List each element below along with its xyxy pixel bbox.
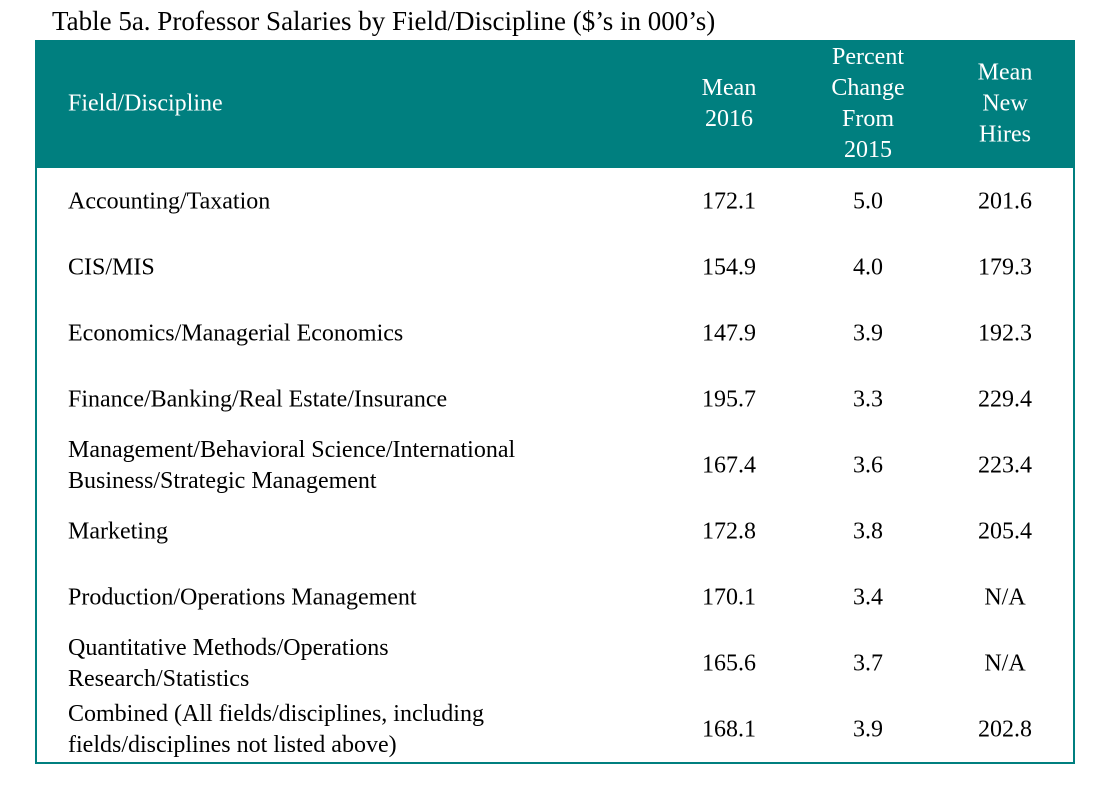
field-cell: Production/Operations Management — [68, 583, 628, 614]
mean-2016-cell: 172.1 — [702, 188, 756, 215]
field-cell: Finance/Banking/Real Estate/Insurance — [68, 385, 628, 416]
percent-change-cell: 3.8 — [853, 518, 883, 545]
mean-2016-cell: 167.4 — [702, 452, 756, 479]
mean-new-hires-cell: 179.3 — [978, 254, 1032, 281]
field-text: Combined (All fields/disciplines, includ… — [68, 701, 484, 727]
field-text: Business/Strategic Management — [68, 468, 377, 494]
mean-new-hires-cell: 202.8 — [978, 716, 1032, 743]
header-text: Change — [831, 75, 905, 101]
field-text: Production/Operations Management — [68, 584, 417, 611]
mean-new-hires-cell: 229.4 — [978, 386, 1032, 413]
field-text: Management/Behavioral Science/Internatio… — [68, 437, 516, 463]
table-row: CIS/MIS 154.9 4.0 179.3 — [37, 235, 1073, 301]
mean-new-hires-cell: 223.4 — [978, 452, 1032, 479]
field-cell: Economics/Managerial Economics — [68, 319, 628, 350]
salary-table: Field/Discipline Mean 2016 Percent Change Fro… — [35, 40, 1075, 764]
mean-2016-cell: 165.6 — [702, 650, 756, 677]
percent-change-cell: 5.0 — [853, 188, 883, 215]
table-row: Production/Operations Management 170.1 3.4… — [37, 565, 1073, 631]
header-text: Mean — [977, 59, 1033, 86]
field-cell: CIS/MIS — [68, 253, 628, 284]
mean-2016-cell: 170.1 — [702, 584, 756, 611]
header-text: Field/Discipline — [68, 90, 223, 117]
mean-2016-cell: 154.9 — [702, 254, 756, 281]
field-cell: Management/Behavioral Science/Internatio… — [68, 435, 628, 497]
header-mean-2016: Mean 2016 — [669, 73, 789, 135]
mean-new-hires-cell: N/A — [984, 650, 1026, 677]
header-percent-change: Percent Change From 2015 — [808, 42, 928, 166]
field-text: Research/Statistics — [68, 666, 250, 692]
field-text: Quantitative Methods/Operations — [68, 635, 389, 661]
mean-new-hires-cell: 205.4 — [978, 518, 1032, 545]
header-field: Field/Discipline — [68, 89, 628, 120]
mean-2016-cell: 172.8 — [702, 518, 756, 545]
header-text: 2015 — [844, 137, 892, 163]
field-text: Accounting/Taxation — [68, 188, 271, 215]
mean-new-hires-cell: 192.3 — [978, 320, 1032, 347]
percent-change-cell: 3.7 — [853, 650, 883, 677]
table-row: Combined (All fields/disciplines, includ… — [37, 697, 1073, 763]
field-text: Marketing — [68, 518, 168, 545]
field-text: Economics/Managerial Economics — [68, 320, 404, 347]
mean-2016-cell: 147.9 — [702, 320, 756, 347]
mean-2016-cell: 168.1 — [702, 716, 756, 743]
header-text: Percent — [832, 44, 904, 70]
field-text: Finance/Banking/Real Estate/Insurance — [68, 386, 448, 413]
mean-new-hires-cell: 201.6 — [978, 188, 1032, 215]
table-row: Accounting/Taxation 172.1 5.0 201.6 — [37, 169, 1073, 235]
header-text: From — [841, 106, 894, 132]
mean-new-hires-cell: N/A — [984, 584, 1026, 611]
percent-change-cell: 3.6 — [853, 452, 883, 479]
header-text: 2016 — [705, 106, 753, 132]
table-row: Finance/Banking/Real Estate/Insurance 195… — [37, 367, 1073, 433]
percent-change-cell: 4.0 — [853, 254, 883, 281]
percent-change-cell: 3.4 — [853, 584, 883, 611]
percent-change-cell: 3.9 — [853, 716, 883, 743]
percent-change-cell: 3.9 — [853, 320, 883, 347]
field-cell: Combined (All fields/disciplines, includ… — [68, 699, 628, 761]
header-mean-new-hires: Mean New Hires — [945, 58, 1065, 151]
table-row: Management/Behavioral Science/Internatio… — [37, 433, 1073, 499]
header-text: Hires — [979, 121, 1031, 148]
table-header: Field/Discipline Mean 2016 Percent Change Fro… — [37, 40, 1073, 168]
table-title: Table 5a. Professor Salaries by Field/Di… — [52, 6, 716, 36]
field-text: CIS/MIS — [68, 254, 155, 281]
table-row: Marketing 172.8 3.8 205.4 — [37, 499, 1073, 565]
field-cell: Quantitative Methods/Operations Research/… — [68, 633, 628, 695]
field-text: fields/disciplines not listed above) — [68, 732, 397, 758]
field-cell: Marketing — [68, 517, 628, 548]
table-row: Quantitative Methods/Operations Research/… — [37, 631, 1073, 697]
table-row: Economics/Managerial Economics 147.9 3.9 19… — [37, 301, 1073, 367]
field-cell: Accounting/Taxation — [68, 187, 628, 218]
mean-2016-cell: 195.7 — [702, 386, 756, 413]
percent-change-cell: 3.3 — [853, 386, 883, 413]
header-text: New — [982, 90, 1028, 117]
header-text: Mean — [701, 75, 757, 101]
